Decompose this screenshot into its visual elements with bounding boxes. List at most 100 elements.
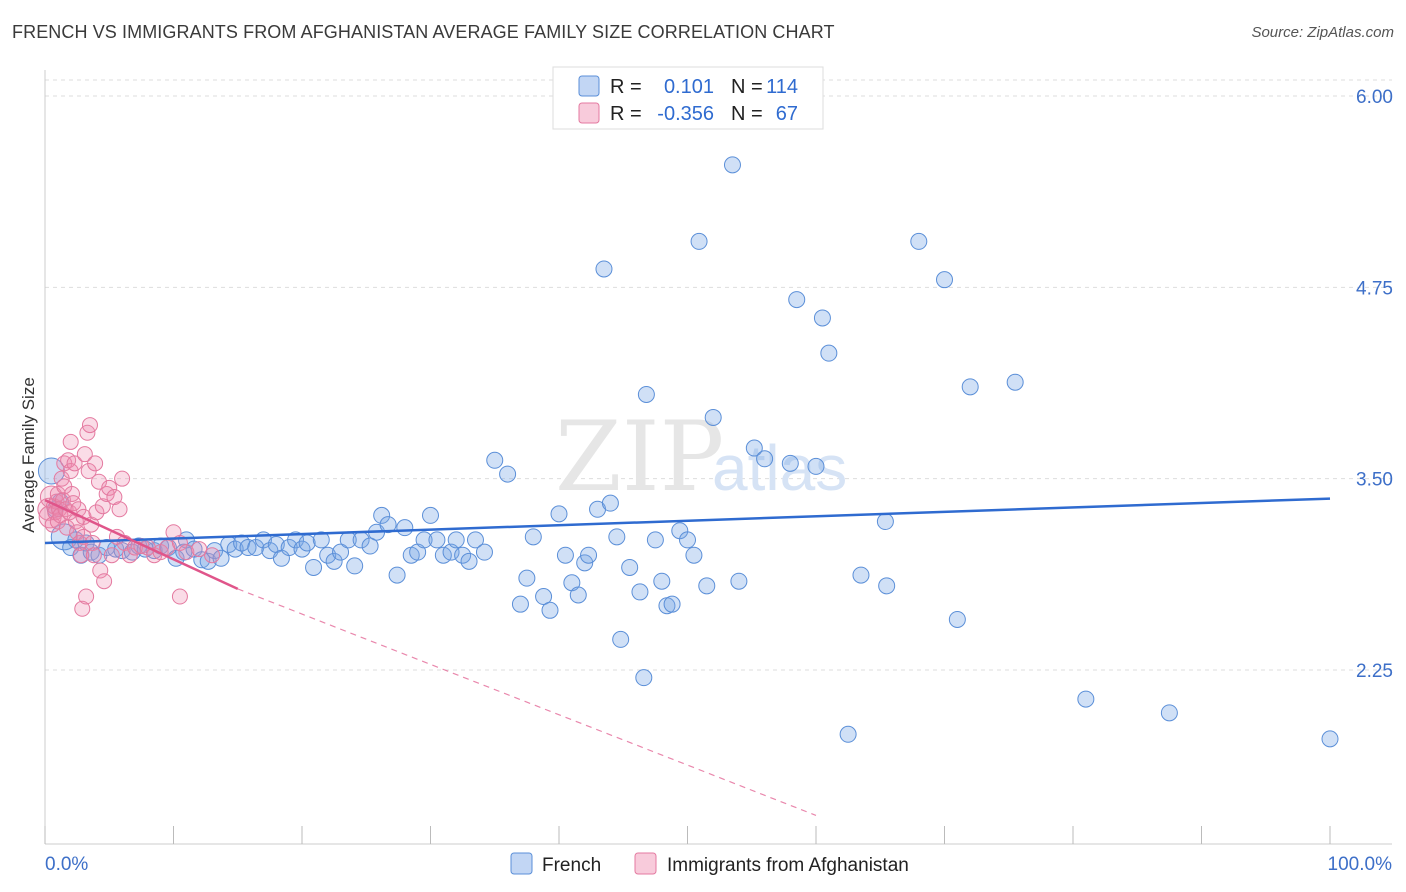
x-ticks [44,826,1331,844]
french-point [723,156,741,174]
afghan-point [178,544,195,561]
x-tick-label-max: 100.0% [1328,854,1393,875]
french-point [635,669,653,687]
french-point [653,572,671,590]
french-point [756,450,774,468]
watermark: ZIP atlas [555,401,847,513]
y-tick-label: 4.75 [1356,278,1393,299]
french-point [518,569,536,587]
french-points [37,156,1339,748]
french-point [852,566,870,584]
afghan-point [85,547,102,564]
french-point [535,588,553,606]
afghan-point [96,573,113,590]
french-point [1006,373,1024,391]
afghan-trend-extension [237,588,817,816]
french-point [704,408,722,426]
french-point [745,439,763,457]
french-point [499,465,517,483]
french-point [948,610,966,628]
y-tick-label: 3.50 [1356,470,1393,491]
afghan-point [66,455,83,472]
afghan-point [121,547,138,564]
french-point [576,554,594,572]
source-label: Source: ZipAtlas.com [1251,24,1394,41]
french-point [580,546,598,564]
legend-r-value-afghan: -0.356 [657,103,714,125]
french-point [813,309,831,327]
afghan-point [94,498,111,515]
french-point [325,552,343,570]
legend-n-label-afghan: N = [731,103,763,125]
french-point [379,516,397,534]
french-point [839,725,857,743]
french-point [1077,690,1095,708]
watermark-atlas: atlas [712,432,847,504]
legend-r-label-french: R = [610,76,642,98]
french-point [569,586,587,604]
french-point [305,558,323,576]
french-point [637,385,655,403]
french-point [698,577,716,595]
grid-lines [45,79,1392,671]
french-point [454,546,472,564]
afghan-trend-line [44,498,239,591]
afghan-point [87,455,104,472]
french-point [550,505,568,523]
french-point [422,506,439,524]
afghan-point [90,473,107,490]
bottom-legend-label-french: French [542,855,601,876]
french-point [788,291,806,309]
french-point [226,540,244,558]
french-point [193,551,211,569]
axes [44,70,1392,845]
afghan-points [37,417,221,617]
french-point [312,531,330,549]
bottom-legend-swatch-afghan [634,852,657,875]
french-point [396,519,414,537]
y-axis-label: Average Family Size [19,377,38,533]
french-point [388,566,406,584]
legend-swatch-afghan [578,102,600,124]
correlation-legend: R = 0.101 N = 114 R = -0.356 N = 67 [552,66,824,130]
afghan-point [92,562,109,579]
trend-lines [44,497,1331,816]
french-point [807,457,825,475]
french-point [631,583,649,601]
afghan-point [58,519,75,536]
french-point [663,595,681,613]
afghan-point [74,600,91,617]
y-tick-labels: 2.25 3.50 4.75 6.00 [1356,87,1393,682]
french-point [820,344,838,362]
french-point [1160,704,1178,722]
french-point [332,543,350,561]
x-tick-label-min: 0.0% [45,854,88,875]
legend-swatch-french [578,75,600,97]
afghan-point [62,433,79,450]
french-point [730,572,748,590]
legend-n-value-afghan: 67 [776,103,798,125]
french-point [608,528,626,546]
afghan-point [171,588,188,605]
french-point [910,232,928,250]
french-point [781,454,799,472]
french-point [876,513,894,531]
french-point [460,552,478,570]
french-point [690,232,708,250]
afghan-point [101,479,118,496]
french-point [1321,730,1339,748]
afghan-point [76,446,93,463]
french-point [475,543,493,561]
french-point [601,494,619,512]
y-tick-label: 6.00 [1356,87,1393,108]
legend-r-label-afghan: R = [610,103,642,125]
afghan-point [78,588,95,605]
french-point [428,531,446,549]
afghan-point [106,489,123,506]
afghan-point [62,463,79,480]
french-point [212,549,230,567]
french-point [936,271,953,289]
afghan-point [111,501,128,518]
afghan-point [204,547,221,564]
